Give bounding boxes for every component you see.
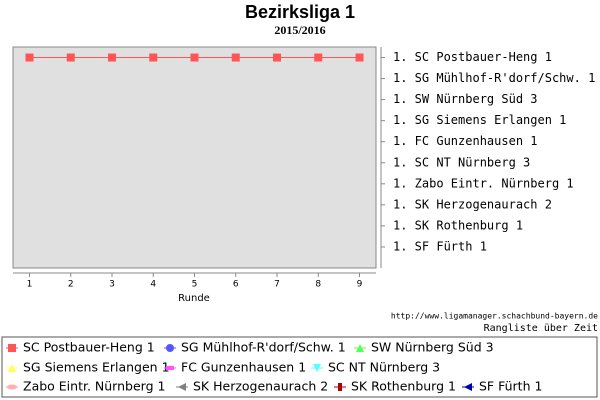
data-point [25, 53, 34, 62]
legend-marker [464, 383, 472, 391]
data-point [355, 53, 364, 62]
y-tick-label: 1. FC Gunzenhausen 1 [393, 134, 538, 148]
legend-marker [178, 383, 186, 391]
caption: Rangliste über Zeit [484, 323, 598, 334]
data-point [314, 53, 323, 62]
y-tick-label: 1. SW Nürnberg Süd 3 [393, 92, 538, 106]
y-tick-label: 1. SG Mühlhof-R'dorf/Schw. 1 [393, 71, 595, 85]
y-tick-label: 1. SF Fürth 1 [393, 239, 487, 253]
legend-label: FC Gunzenhausen 1 [181, 360, 306, 375]
data-point [231, 53, 240, 62]
legend-label: SG Mühlhof-R'dorf/Schw. 1 [181, 340, 346, 355]
plot-area [12, 46, 377, 269]
chart-title: Bezirksliga 1 [245, 2, 355, 22]
y-tick-label: 1. SC Postbauer-Heng 1 [393, 50, 552, 64]
legend-label: SF Fürth 1 [479, 379, 542, 394]
x-tick-label: 5 [192, 280, 198, 290]
x-tick-label: 9 [357, 280, 363, 290]
data-point [66, 53, 75, 62]
legend-marker [8, 364, 16, 372]
y-tick-label: 1. SC NT Nürnberg 3 [393, 155, 530, 169]
legend-marker [338, 383, 342, 391]
legend-label: SG Siemens Erlangen 1 [23, 360, 170, 375]
data-point [273, 53, 281, 62]
x-tick-label: 7 [274, 280, 280, 290]
y-tick-label: 1. SK Rothenburg 1 [393, 218, 523, 232]
legend [1, 336, 598, 398]
x-tick-label: 2 [68, 280, 74, 290]
source: http://www.ligamanager.schachbund-bayern… [391, 312, 598, 321]
legend-label: SW Nürnberg Süd 3 [371, 340, 494, 355]
x-tick-label: 1 [27, 280, 33, 290]
legend-label: Zabo Eintr. Nürnberg 1 [23, 379, 165, 394]
y-tick-label: 1. Zabo Eintr. Nürnberg 1 [393, 176, 574, 190]
data-point [108, 53, 116, 62]
legend-marker [166, 366, 174, 370]
legend-label: SK Herzogenaurach 2 [193, 379, 328, 394]
data-point [149, 53, 158, 62]
legend-label: SK Rothenburg 1 [351, 379, 456, 394]
legend-marker [356, 344, 364, 352]
chart-subtitle: 2015/2016 [274, 23, 325, 37]
legend-marker [313, 364, 321, 372]
legend-marker [166, 344, 174, 352]
legend-marker [8, 344, 16, 352]
legend-label: SC Postbauer-Heng 1 [23, 340, 155, 355]
legend-marker [7, 384, 17, 390]
x-tick-label: 8 [315, 280, 321, 290]
legend-label: SC NT Nürnberg 3 [328, 360, 440, 375]
x-tick-label: 6 [233, 280, 239, 290]
x-tick-label: 3 [109, 280, 115, 290]
x-tick-label: 4 [150, 280, 156, 290]
y-tick-label: 1. SK Herzogenaurach 2 [393, 197, 552, 211]
data-point [190, 53, 199, 62]
x-axis-label: Runde [178, 293, 210, 304]
y-tick-label: 1. SG Siemens Erlangen 1 [393, 113, 566, 127]
